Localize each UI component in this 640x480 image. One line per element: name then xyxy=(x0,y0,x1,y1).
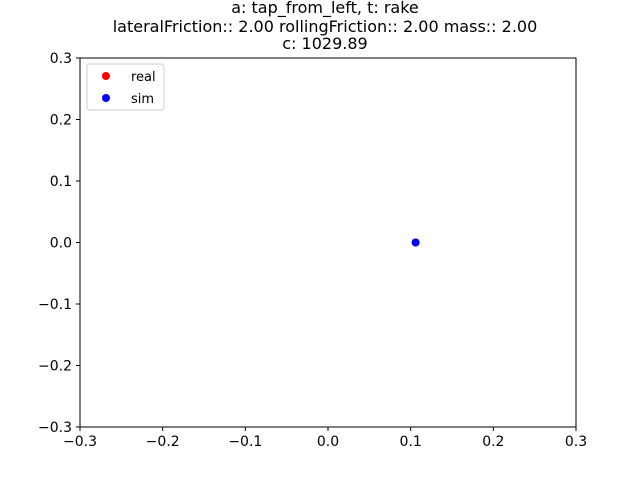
data-points xyxy=(411,238,420,247)
x-tick-label: 0.0 xyxy=(317,434,339,450)
y-tick-label: −0.1 xyxy=(38,297,72,313)
y-tick-label: −0.2 xyxy=(38,359,72,375)
title-line-2: lateralFriction:: 2.00 rollingFriction::… xyxy=(113,17,538,36)
x-tick-label: −0.2 xyxy=(146,434,180,450)
x-tick-label: −0.3 xyxy=(63,434,97,450)
legend-label-real: real xyxy=(131,70,156,85)
x-axis: −0.3 −0.2 −0.1 0.0 0.1 0.2 0.3 xyxy=(63,427,587,450)
x-tick-label: −0.1 xyxy=(228,434,262,450)
plot-area xyxy=(79,57,577,428)
legend: real sim xyxy=(86,63,165,111)
y-tick-label: 0.1 xyxy=(50,174,72,190)
y-tick-label: 0.3 xyxy=(50,51,72,67)
y-axis: −0.3 −0.2 −0.1 0.0 0.1 0.2 0.3 xyxy=(38,51,80,436)
y-tick-label: −0.3 xyxy=(38,420,72,436)
title-line-3: c: 1029.89 xyxy=(282,34,367,53)
x-tick-label: 0.3 xyxy=(565,434,587,450)
y-tick-label: 0.0 xyxy=(50,236,72,252)
x-tick-label: 0.2 xyxy=(482,434,504,450)
legend-label-sim: sim xyxy=(131,92,154,107)
title-line-1: a: tap_from_left, t: rake xyxy=(231,0,419,18)
x-tick-label: 0.1 xyxy=(400,434,422,450)
y-tick-label: 0.2 xyxy=(50,113,72,129)
legend-marker-real xyxy=(102,72,110,80)
legend-marker-sim xyxy=(102,94,110,102)
chart-title: a: tap_from_left, t: rakelateralFriction… xyxy=(113,0,538,53)
point-sim xyxy=(411,238,420,247)
